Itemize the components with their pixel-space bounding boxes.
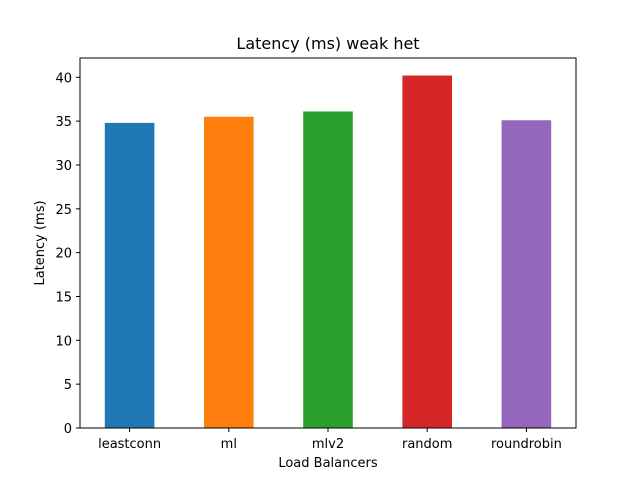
x-axis-label: Load Balancers <box>278 456 378 471</box>
y-tick-label: 35 <box>55 115 72 130</box>
y-axis-label: Latency (ms) <box>33 200 48 285</box>
bar-mlv2 <box>303 111 353 429</box>
x-tick-label: leastconn <box>98 437 161 452</box>
y-tick-label: 10 <box>55 334 72 349</box>
y-tick-label: 20 <box>55 247 72 262</box>
y-tick-label: 40 <box>55 71 72 86</box>
bar-random <box>402 75 452 428</box>
plot-frame <box>79 57 577 429</box>
x-tick-label: ml <box>221 437 237 452</box>
y-tick-label: 30 <box>55 159 72 174</box>
x-axis-ticks: leastconn ml mlv2 random roundrobin <box>98 428 562 452</box>
y-tick-label: 0 <box>64 422 72 437</box>
chart-title: Latency (ms) weak het <box>236 34 419 53</box>
x-tick-label: roundrobin <box>491 437 562 452</box>
y-tick-label: 25 <box>55 203 72 218</box>
bar-ml <box>204 116 254 428</box>
x-tick-label: random <box>402 437 452 452</box>
bars-group <box>104 75 552 429</box>
y-tick-label: 5 <box>64 378 72 393</box>
bar-leastconn <box>104 122 155 428</box>
y-axis-ticks: 0 5 10 15 20 25 30 35 40 <box>55 71 80 437</box>
x-tick-label: mlv2 <box>312 437 344 452</box>
bar-roundrobin <box>501 120 552 428</box>
y-tick-label: 15 <box>55 290 72 305</box>
